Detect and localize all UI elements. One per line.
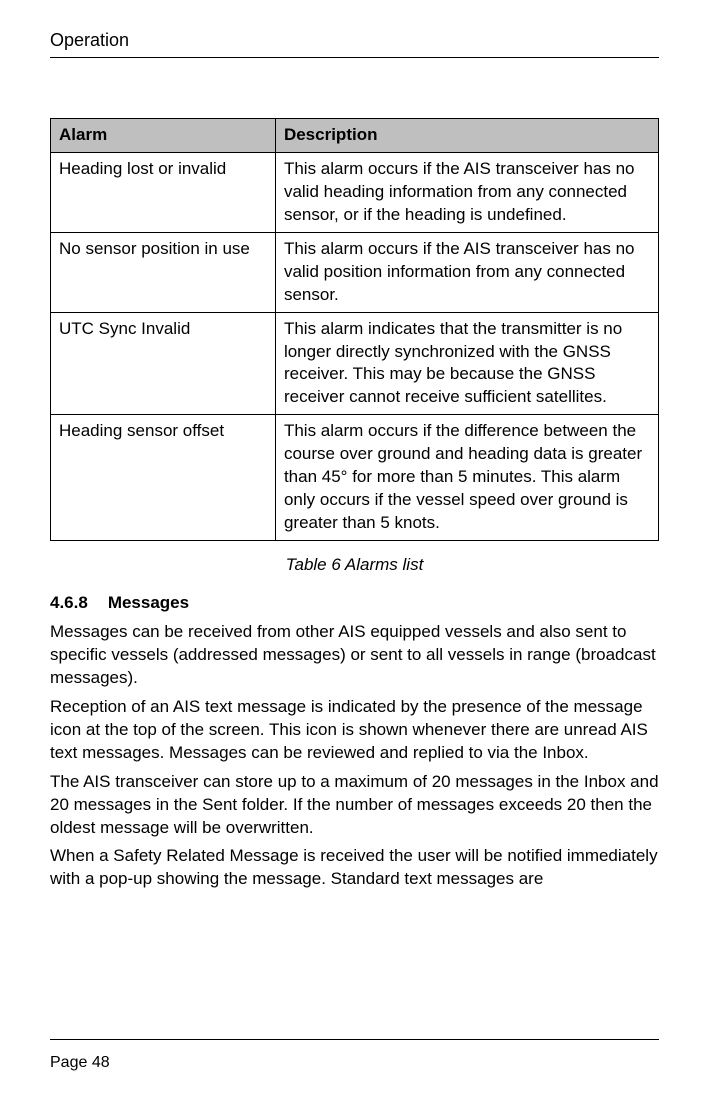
page-footer: Page 48: [50, 1039, 659, 1072]
table-header-cell: Description: [275, 119, 658, 153]
body-paragraph: The AIS transceiver can store up to a ma…: [50, 771, 659, 840]
table-row: No sensor position in use This alarm occ…: [51, 232, 659, 312]
table-header-cell: Alarm: [51, 119, 276, 153]
section-number: 4.6.8: [50, 593, 88, 612]
table-cell-alarm: UTC Sync Invalid: [51, 312, 276, 415]
table-cell-description: This alarm occurs if the difference betw…: [275, 415, 658, 541]
body-paragraph: When a Safety Related Message is receive…: [50, 845, 659, 891]
page-header: Operation: [50, 30, 659, 58]
table-cell-description: This alarm occurs if the AIS transceiver…: [275, 232, 658, 312]
alarms-table: Alarm Description Heading lost or invali…: [50, 118, 659, 541]
table-cell-alarm: No sensor position in use: [51, 232, 276, 312]
table-row: Heading sensor offset This alarm occurs …: [51, 415, 659, 541]
header-title: Operation: [50, 30, 129, 50]
section-heading: 4.6.8 Messages: [50, 593, 659, 613]
table-cell-alarm: Heading sensor offset: [51, 415, 276, 541]
table-row: UTC Sync Invalid This alarm indicates th…: [51, 312, 659, 415]
table-cell-description: This alarm indicates that the transmitte…: [275, 312, 658, 415]
page-number: Page 48: [50, 1054, 110, 1071]
table-row: Heading lost or invalid This alarm occur…: [51, 152, 659, 232]
table-caption: Table 6 Alarms list: [50, 555, 659, 575]
table-cell-alarm: Heading lost or invalid: [51, 152, 276, 232]
body-paragraph: Messages can be received from other AIS …: [50, 621, 659, 690]
body-paragraph: Reception of an AIS text message is indi…: [50, 696, 659, 765]
table-header-row: Alarm Description: [51, 119, 659, 153]
table-cell-description: This alarm occurs if the AIS transceiver…: [275, 152, 658, 232]
section-title: Messages: [108, 593, 189, 612]
